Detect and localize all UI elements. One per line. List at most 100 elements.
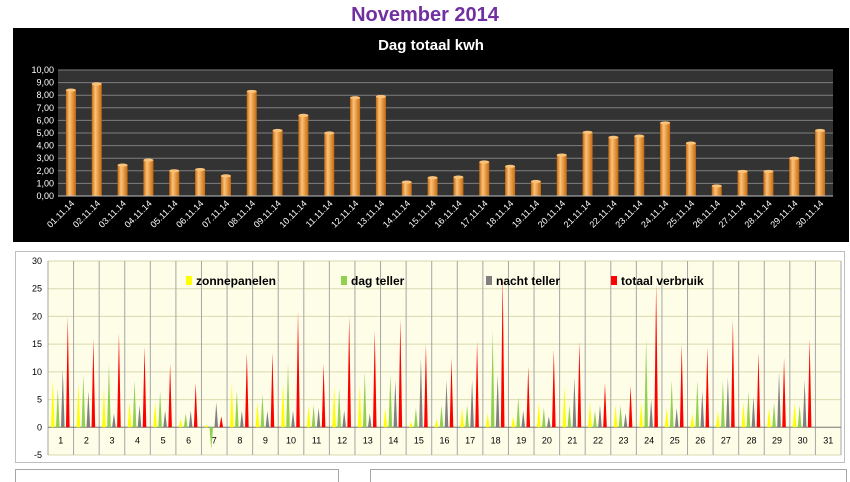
spike-totaal-verbruik: [654, 283, 658, 428]
y-tick-label: 5,00: [36, 128, 54, 138]
bar-cap: [737, 169, 748, 174]
x-tick-label: 24.11.14: [639, 198, 670, 229]
bar: [324, 133, 335, 196]
spike-nacht-teller: [240, 410, 244, 428]
x-tick-label: 8: [237, 435, 242, 445]
bar-cap: [375, 94, 386, 99]
spike-zonnepanelen: [613, 405, 618, 428]
y-tick-label: 4,00: [36, 141, 54, 151]
bar-cap: [401, 180, 412, 184]
x-tick-label: 10.11.14: [277, 198, 308, 229]
x-tick-label: 6: [186, 435, 191, 445]
x-tick-label: 25: [670, 435, 680, 445]
x-tick-label: 23.11.14: [613, 198, 644, 229]
spike-totaal-verbruik: [500, 274, 505, 428]
spike-zonnepanelen: [178, 418, 183, 428]
x-tick-label: 16: [439, 435, 449, 445]
x-tick-label: 12: [337, 435, 347, 445]
legend-label: zonnepanelen: [196, 274, 276, 288]
spike-totaal-verbruik: [168, 363, 172, 428]
spike-totaal-verbruik: [731, 319, 735, 428]
y-tick-label: 30: [32, 256, 42, 266]
spike-nacht-teller: [802, 380, 807, 428]
bar: [608, 137, 619, 196]
spike-dag-teller: [542, 407, 546, 428]
legend-swatch: [486, 276, 492, 285]
bar: [789, 158, 800, 196]
spike-zonnepanelen: [792, 402, 797, 428]
bar-cap: [169, 169, 180, 173]
spike-dag-teller: [286, 363, 290, 428]
spike-dag-teller: [618, 405, 623, 428]
bar: [763, 171, 774, 196]
spike-dag-teller: [644, 338, 648, 428]
x-tick-label: 22.11.14: [587, 198, 618, 229]
spike-nacht-teller: [649, 399, 653, 428]
x-tick-label: 4: [135, 435, 140, 445]
y-tick-label: 0: [37, 422, 42, 432]
bar: [530, 181, 541, 196]
spike-totaal-verbruik: [756, 352, 761, 428]
daily-breakdown-chart: -5 0 5 10 15 20 25 30 1 2 3 4 5 6 7 8 9 10 11 12 13 14 15 16 17 1…: [15, 251, 845, 463]
x-tick-label: 30.11.14: [794, 198, 825, 229]
spike-totaal-verbruik: [679, 344, 684, 428]
x-tick-label: 29: [772, 435, 782, 445]
bar-cap: [530, 179, 541, 184]
spike-dag-teller: [81, 374, 86, 428]
x-tick-label: 29.11.14: [768, 198, 799, 229]
bar-cap: [195, 167, 206, 172]
x-tick-label: 23: [619, 435, 629, 445]
spike-totaal-verbruik: [219, 416, 224, 428]
bar: [298, 115, 309, 196]
x-tick-label: 19: [516, 435, 526, 445]
spike-nacht-teller: [521, 410, 526, 428]
bar: [685, 143, 696, 196]
x-tick-label: 5: [161, 435, 166, 445]
x-tick-label: 16.11.14: [432, 198, 463, 229]
bar: [582, 132, 593, 196]
spike-zonnepanelen: [409, 421, 413, 428]
spike-nacht-teller: [188, 410, 193, 428]
spike-zonnepanelen: [102, 388, 106, 428]
spike-dag-teller: [695, 380, 700, 428]
spike-dag-teller: [465, 405, 469, 428]
spike-zonnepanelen: [485, 413, 490, 428]
spike-nacht-teller: [393, 380, 398, 428]
y-tick-label: 2,00: [36, 166, 54, 176]
spike-zonnepanelen: [741, 402, 746, 428]
spike-nacht-teller: [777, 371, 781, 428]
y-tick-label: 1,00: [36, 178, 54, 188]
x-tick-label: 26.11.14: [691, 198, 722, 229]
lower-panel-right: [370, 469, 847, 482]
bar: [401, 182, 412, 196]
x-tick-label: 04.11.14: [122, 198, 153, 229]
x-tick-label: 24: [644, 435, 654, 445]
legend-label: dag teller: [351, 274, 405, 288]
x-tick-label: 26: [695, 435, 705, 445]
x-tick-label: 21: [567, 435, 577, 445]
y-tick-label: -5: [34, 450, 42, 460]
bar-cap: [350, 96, 361, 100]
spike-dag-teller: [669, 380, 674, 428]
bar-cap: [65, 88, 76, 92]
bar-cap: [789, 156, 800, 160]
spike-zonnepanelen: [281, 382, 285, 428]
x-tick-label: 11: [312, 435, 321, 445]
bar: [505, 166, 516, 196]
spike-zonnepanelen: [588, 402, 592, 428]
x-tick-label: 30: [798, 435, 808, 445]
lower-panel-left: [15, 469, 339, 482]
spike-dag-teller: [107, 363, 111, 428]
x-tick-label: 28: [746, 435, 756, 445]
x-tick-label: 10: [286, 435, 296, 445]
y-tick-label: 25: [32, 284, 42, 294]
spike-totaal-verbruik: [782, 358, 786, 428]
x-tick-label: 1: [58, 435, 63, 445]
spike-totaal-verbruik: [347, 316, 351, 428]
bar-cap: [505, 164, 516, 168]
spike-nacht-teller: [547, 416, 551, 428]
spike-zonnepanelen: [690, 413, 695, 428]
spike-dag-teller: [209, 427, 214, 450]
spike-totaal-verbruik: [372, 330, 377, 428]
